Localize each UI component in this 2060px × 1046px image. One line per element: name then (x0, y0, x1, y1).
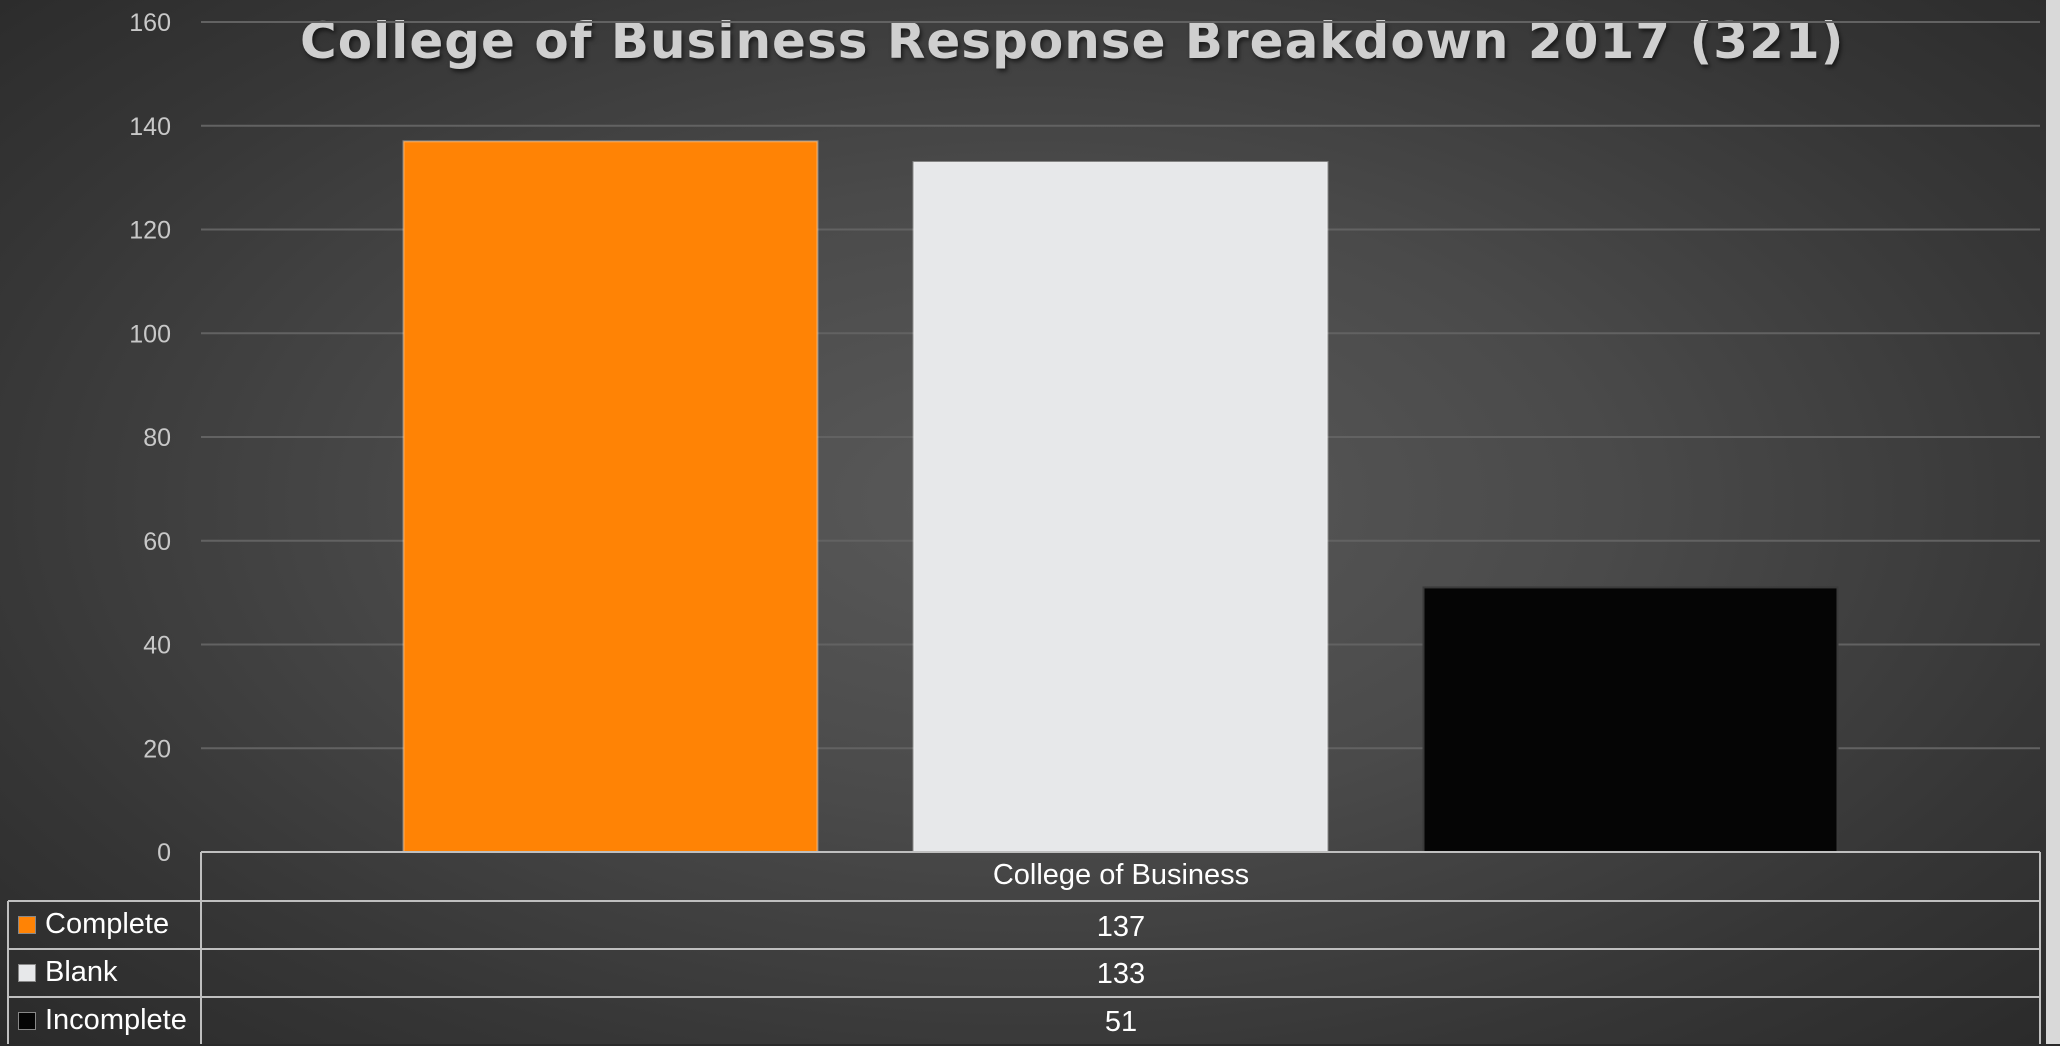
y-tick-label-20: 20 (143, 735, 171, 763)
y-tick-label-0: 0 (157, 839, 171, 867)
bars (402, 140, 1839, 853)
table-row-label-blank: Blank (45, 956, 118, 988)
slide-edge (2046, 0, 2060, 1044)
bar-incomplete (1422, 586, 1839, 853)
y-tick-label-100: 100 (129, 320, 171, 348)
table-row-value-blank: 133 (1096, 958, 1146, 990)
y-tick-label-160: 160 (129, 9, 171, 37)
legend-key-blank (18, 964, 36, 982)
legend-key-incomplete (18, 1012, 36, 1030)
table-header-category: College of Business (992, 859, 1250, 891)
table-row-label-incomplete: Incomplete (45, 1004, 187, 1036)
y-tick-label-40: 40 (143, 632, 171, 660)
table-row-value-complete: 137 (1096, 911, 1146, 943)
data-table-grid (7, 851, 2041, 1044)
legend-key-complete (18, 916, 36, 934)
table-row-label-complete: Complete (45, 908, 170, 940)
y-tick-label-140: 140 (129, 113, 171, 141)
bar-complete (402, 140, 819, 853)
bar-blank (912, 161, 1329, 853)
y-tick-label-80: 80 (143, 424, 171, 452)
table-row-value-incomplete: 51 (1104, 1006, 1138, 1038)
y-tick-label-120: 120 (129, 217, 171, 245)
y-axis-ticks: 0 20 40 60 80 100 120 140 160 (129, 9, 171, 867)
y-tick-label-60: 60 (143, 528, 171, 556)
